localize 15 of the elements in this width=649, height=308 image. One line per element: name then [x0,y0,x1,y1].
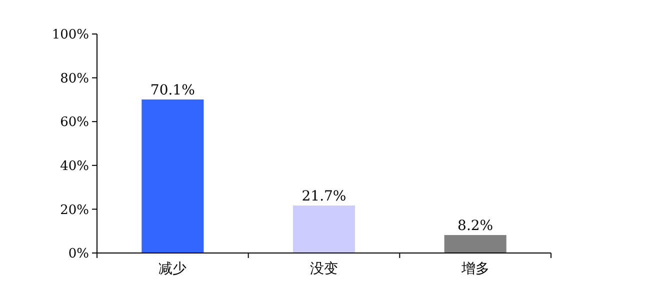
y-tick-label: 0% [68,246,89,262]
x-tick-label: 增多 [460,261,490,277]
y-tick-label: 20% [60,202,89,218]
bar [142,99,204,253]
y-tick-label: 100% [52,28,89,43]
bar [444,235,506,253]
y-tick-label: 40% [60,158,89,174]
data-label: 8.2% [458,218,494,234]
x-tick-label: 没变 [310,261,338,277]
data-label: 70.1% [150,82,195,98]
y-tick-label: 80% [60,71,89,86]
x-tick-label: 减少 [158,261,187,277]
y-tick-label: 60% [60,115,89,130]
data-label: 21.7% [302,188,346,204]
bar [292,205,356,253]
